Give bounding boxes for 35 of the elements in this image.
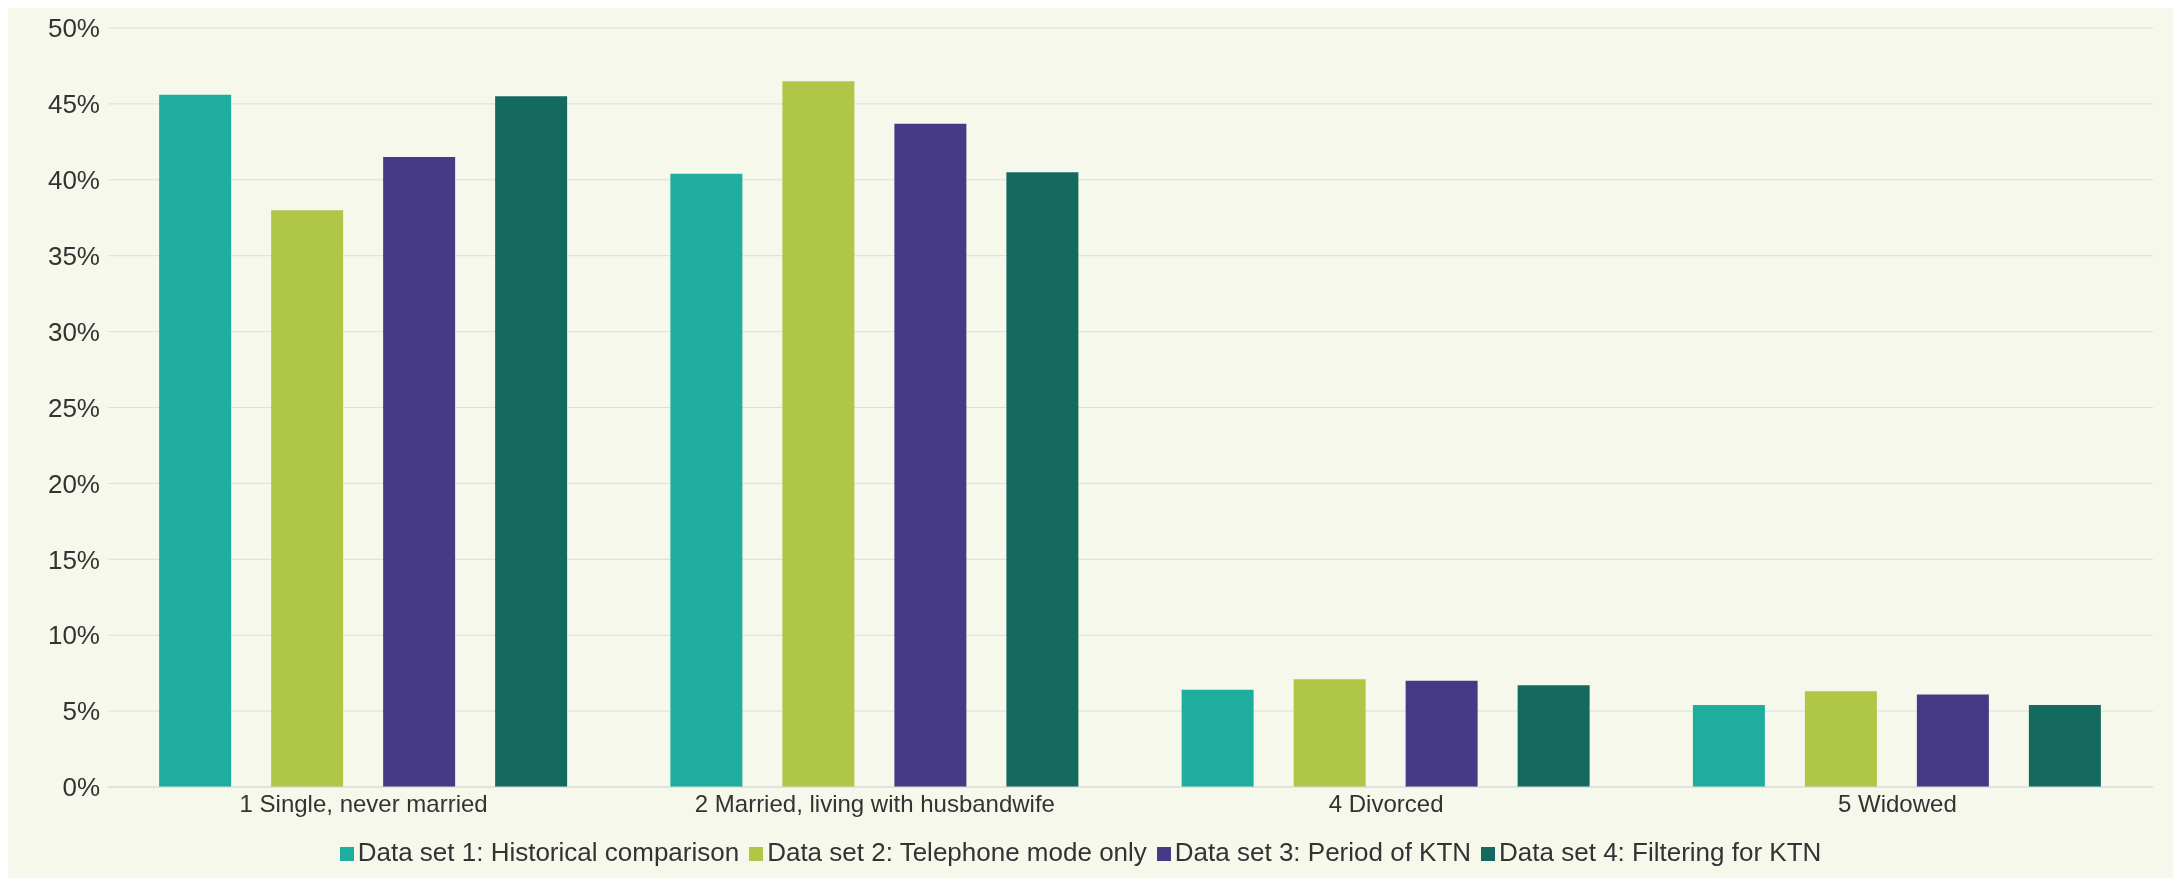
bar (495, 96, 568, 787)
bar (1692, 705, 1765, 787)
y-tick-label: 40% (47, 165, 100, 196)
y-tick-label: 10% (47, 620, 100, 651)
x-tick-label: 1 Single, never married (239, 790, 488, 818)
y-tick-label: 0% (62, 772, 100, 803)
bar (1916, 694, 1989, 787)
y-tick-label: 50% (47, 13, 100, 44)
bar (383, 157, 456, 787)
legend-label: Data set 2: Telephone mode only (767, 837, 1147, 867)
y-tick-label: 15% (47, 544, 100, 575)
x-tick-label: 4 Divorced (1328, 790, 1444, 818)
bar (2028, 705, 2101, 787)
bar (670, 173, 743, 787)
bar (1405, 680, 1478, 787)
x-tick-label: 2 Married, living with husbandwife (694, 790, 1055, 818)
x-tick-label: 5 Widowed (1838, 790, 1957, 818)
y-tick-label: 35% (47, 240, 100, 271)
bar (1517, 685, 1590, 787)
bar (894, 123, 967, 787)
y-tick-label: 30% (47, 316, 100, 347)
bar (271, 210, 344, 787)
legend-label: Data set 3: Period of KTN (1174, 837, 1472, 867)
bar (1804, 691, 1877, 787)
bar (1293, 679, 1366, 787)
y-tick-label: 25% (47, 392, 100, 423)
bar (1181, 689, 1254, 787)
y-tick-label: 5% (62, 696, 100, 727)
y-tick-label: 45% (47, 89, 100, 120)
bar (1006, 172, 1079, 787)
bar (159, 94, 232, 787)
legend-label: Data set 1: Historical comparison (357, 837, 740, 867)
legend-label: Data set 4: Filtering for KTN (1499, 837, 1822, 867)
y-tick-label: 20% (47, 468, 100, 499)
bar (782, 81, 855, 787)
